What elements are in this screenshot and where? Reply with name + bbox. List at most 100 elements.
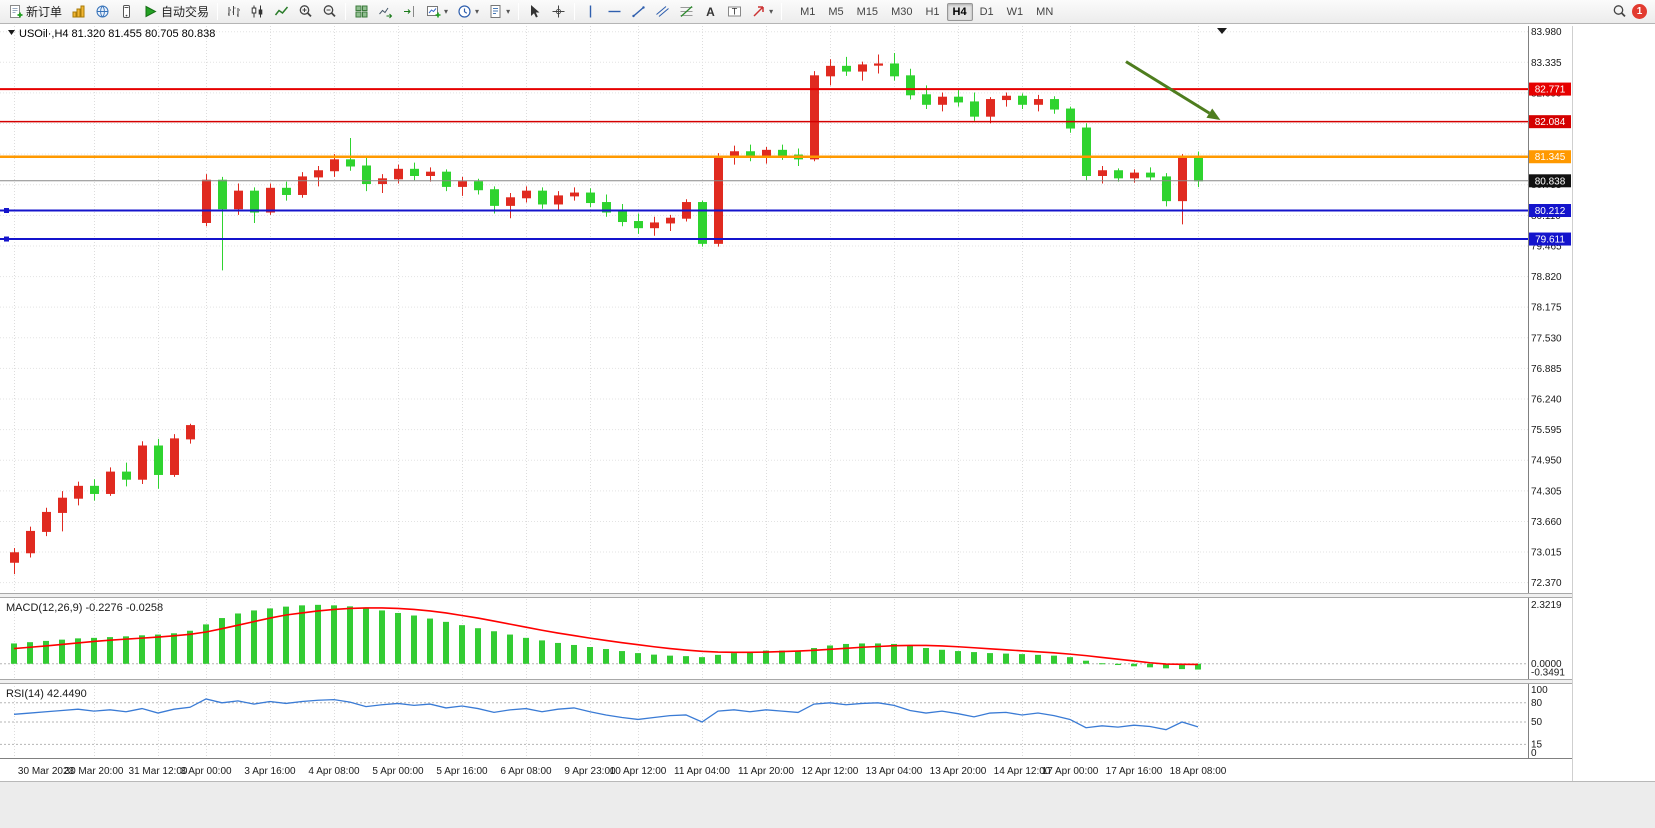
crosshair-icon	[552, 5, 565, 18]
timeframe-w1[interactable]: W1	[1006, 5, 1024, 18]
price-badge-82.771: 82.771	[1529, 82, 1571, 96]
time-axis-label: 14 Apr 12:00	[994, 766, 1051, 777]
periods-button[interactable]: ▾	[453, 2, 483, 22]
price-scale-label: 73.660	[1531, 517, 1562, 528]
price-scale-label: 72.370	[1531, 578, 1562, 589]
rsi-scale-label: 100	[1531, 685, 1548, 696]
price-scale-label: 83.980	[1531, 27, 1562, 38]
market-watch-button[interactable]	[67, 2, 90, 22]
chart-shift-marker[interactable]	[1217, 28, 1227, 34]
timeframe-m15[interactable]: M15	[856, 5, 879, 18]
panel-separator[interactable]	[0, 593, 1572, 598]
vertical-line-button[interactable]	[579, 2, 602, 22]
macd-panel: MACD(12,26,9) -0.2276 -0.0258 2.3219 0.000…	[0, 600, 1565, 679]
svg-text:A: A	[706, 5, 715, 19]
chart-shift-icon	[404, 6, 415, 17]
chart-background	[0, 24, 1655, 828]
time-axis-label: 18 Apr 08:00	[1170, 766, 1227, 777]
toolbar: 新订单 自动交易	[0, 0, 1655, 24]
chart-shift-button[interactable]	[398, 2, 421, 22]
autotrade-button[interactable]: 自动交易	[139, 2, 213, 22]
timeframe-m1[interactable]: M1	[800, 5, 816, 18]
svg-text:80.838: 80.838	[1535, 176, 1566, 187]
text-button[interactable]: A	[699, 2, 722, 22]
search-button[interactable]	[1608, 2, 1631, 22]
zoom-out-icon	[323, 5, 336, 18]
timeframe-m30[interactable]: M30	[891, 5, 913, 18]
macd-scale-label: 0.0000	[1531, 659, 1562, 670]
dropdown-caret-icon: ▾	[475, 6, 480, 16]
price-scale-label: 74.305	[1531, 486, 1562, 497]
new-chart-button[interactable]: ▾	[422, 2, 452, 22]
mobile-app-button[interactable]	[115, 2, 138, 22]
time-axis-label: 30 Mar 2023	[18, 766, 75, 777]
timeframe-h1[interactable]: H1	[925, 5, 940, 18]
toolbar-separator	[574, 3, 576, 20]
time-axis-label: 12 Apr 12:00	[802, 766, 859, 777]
text-label-button[interactable]: T	[723, 2, 746, 22]
crosshair-button[interactable]	[547, 2, 570, 22]
fibonacci-button[interactable]	[675, 2, 698, 22]
time-axis-label: 13 Apr 20:00	[930, 766, 987, 777]
price-badge-80.212: 80.212	[1529, 204, 1571, 218]
rsi-scale-label: 15	[1531, 739, 1543, 750]
time-axis-label: 9 Apr 23:00	[564, 766, 616, 777]
trend-arrow[interactable]	[1125, 60, 1221, 120]
zoom-out-button[interactable]	[318, 2, 341, 22]
arrows-button[interactable]: ▾	[747, 2, 777, 22]
bars-chart-icon	[228, 6, 241, 17]
bars-chart-button[interactable]	[222, 2, 245, 22]
zoom-in-button[interactable]	[294, 2, 317, 22]
time-axis-label: 13 Apr 04:00	[866, 766, 923, 777]
auto-scroll-button[interactable]	[374, 2, 397, 22]
macd-scale-label: 2.3219	[1531, 600, 1562, 611]
price-scale-label: 76.240	[1531, 395, 1562, 406]
cursor-icon	[531, 5, 540, 18]
macd-signal-line	[13, 607, 1199, 666]
time-axis-label: 17 Apr 16:00	[1106, 766, 1163, 777]
symbol-collapse-icon[interactable]	[8, 30, 15, 35]
templates-button[interactable]: ▾	[484, 2, 514, 22]
text-icon: A	[706, 5, 715, 19]
price-badge-81.345: 81.345	[1529, 150, 1571, 164]
hline-handle[interactable]	[4, 208, 9, 214]
svg-text:79.611: 79.611	[1535, 235, 1565, 246]
time-axis-label: 5 Apr 00:00	[372, 766, 424, 777]
globe-icon	[96, 5, 109, 18]
toolbar-separator	[781, 3, 783, 20]
timeframe-mn[interactable]: MN	[1036, 5, 1054, 18]
candlestick-chart-button[interactable]	[246, 2, 269, 22]
timeframe-h4[interactable]: H4	[946, 2, 973, 21]
timeframe-d1[interactable]: D1	[979, 5, 994, 18]
tile-windows-button[interactable]	[350, 2, 373, 22]
auto-scroll-icon	[379, 7, 393, 19]
cursor-button[interactable]	[523, 2, 546, 22]
hline-handle[interactable]	[4, 236, 9, 242]
price-scale-label: 74.950	[1531, 456, 1562, 467]
equidistant-channel-button[interactable]	[651, 2, 674, 22]
new-order-button[interactable]: 新订单	[4, 2, 66, 22]
horizontal-line-button[interactable]	[603, 2, 626, 22]
time-axis-label: 31 Mar 12:00	[129, 766, 188, 777]
dropdown-caret-icon: ▾	[506, 6, 511, 16]
line-chart-button[interactable]	[270, 2, 293, 22]
trendline-button[interactable]	[627, 2, 650, 22]
panel-separator[interactable]	[0, 679, 1572, 684]
price-scale-label: 76.885	[1531, 364, 1562, 375]
new-order-label: 新订单	[26, 5, 63, 19]
timeframe-m5[interactable]: M5	[828, 5, 844, 18]
line-chart-icon	[274, 6, 289, 16]
horizontal-line-icon	[608, 10, 621, 13]
autotrade-label: 自动交易	[161, 5, 210, 19]
rsi-panel: RSI(14) 42.4490 100 80 50 150	[0, 685, 1548, 759]
price-scale-label: 78.820	[1531, 272, 1562, 283]
time-axis-label: 10 Apr 12:00	[610, 766, 667, 777]
toolbar-separator	[217, 3, 219, 20]
text-label-icon: T	[728, 6, 742, 17]
chart-canvas[interactable]: 83.98083.33582.69082.04581.40080.75580.1…	[0, 24, 1655, 828]
svg-text:80.212: 80.212	[1535, 206, 1566, 217]
notification-badge[interactable]: 1	[1632, 4, 1647, 19]
price-scale[interactable]: 83.98083.33582.69082.04581.40080.75580.1…	[1528, 26, 1573, 781]
web-trader-button[interactable]	[91, 2, 114, 22]
